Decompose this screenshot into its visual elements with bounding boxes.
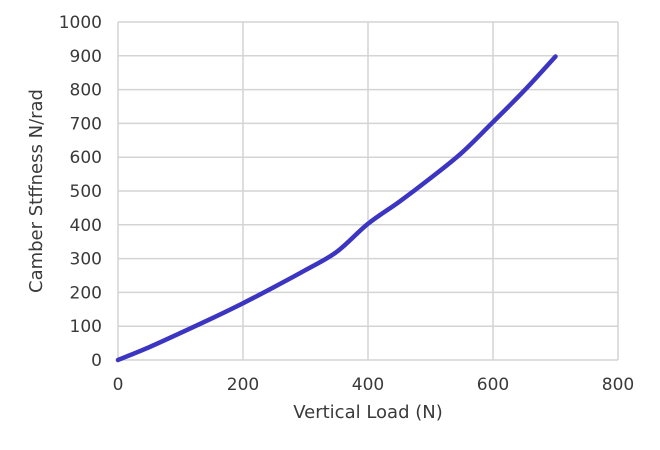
y-tick-label: 100: [70, 317, 102, 337]
x-tick-label: 0: [113, 375, 124, 395]
y-tick-label: 700: [70, 114, 102, 134]
x-tick-label: 800: [602, 375, 634, 395]
y-tick-label: 300: [70, 250, 102, 270]
y-tick-label: 0: [91, 351, 102, 371]
series-line: [115, 54, 558, 363]
y-tick-label: 500: [70, 182, 102, 202]
y-axis-ticks: 0 100 200 300 400 500 600 700 800 900 1000: [59, 13, 102, 371]
y-tick-label: 200: [70, 283, 102, 303]
y-tick-label: 1000: [59, 13, 102, 33]
x-axis-title: Vertical Load (N): [293, 402, 443, 423]
x-tick-label: 200: [227, 375, 259, 395]
y-tick-label: 800: [70, 81, 102, 101]
x-axis-ticks: 0 200 400 600 800: [113, 375, 635, 395]
y-tick-label: 900: [70, 47, 102, 67]
x-tick-label: 600: [477, 375, 509, 395]
y-axis-title: Camber Stffness N/rad: [26, 89, 47, 293]
x-tick-label: 400: [352, 375, 384, 395]
y-tick-label: 400: [70, 216, 102, 236]
y-tick-label: 600: [70, 148, 102, 168]
series-group: [115, 54, 558, 363]
